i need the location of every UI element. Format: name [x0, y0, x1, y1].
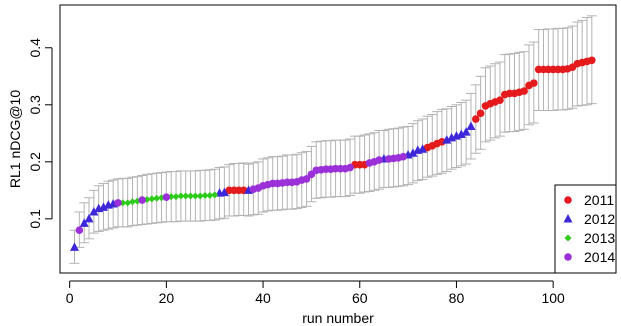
legend-label: 2013	[584, 230, 615, 246]
x-tick-label: 40	[255, 290, 271, 306]
legend-item-2013: 2013	[564, 230, 615, 246]
data-point-2012	[70, 242, 80, 251]
x-axis: 0 20 40 60 80 100	[66, 280, 565, 306]
x-tick-label: 20	[159, 290, 175, 306]
data-point-2014	[162, 193, 171, 201]
data-point-2014	[302, 175, 311, 183]
legend-label: 2014	[584, 249, 615, 265]
data-point-2013	[201, 191, 209, 199]
data-point-2013	[187, 192, 195, 200]
data-point-2011	[520, 87, 528, 95]
x-axis-label: run number	[302, 310, 374, 326]
y-tick-label: 0.2	[27, 152, 43, 172]
data-point-2011	[530, 79, 538, 87]
data-point-2013	[148, 195, 156, 203]
data-point-2013	[191, 192, 199, 200]
y-tick-label: 0.1	[27, 209, 43, 229]
legend-marker-2012	[563, 214, 573, 223]
data-point-2012	[442, 135, 452, 144]
legend: 2011 2012 2013 2014	[554, 184, 617, 274]
data-point-2012	[84, 213, 94, 223]
data-point-2011	[496, 96, 504, 105]
data-point-2014	[138, 196, 146, 204]
data-markers	[70, 56, 596, 251]
legend-marker-2014	[564, 253, 572, 261]
x-tick-label: 80	[449, 290, 465, 306]
y-tick-label: 0.3	[27, 95, 43, 115]
data-point-2012	[466, 121, 476, 130]
legend-label: 2012	[584, 211, 615, 227]
x-tick-label: 60	[352, 290, 368, 306]
data-point-2014	[114, 199, 122, 207]
data-point-2012	[456, 129, 466, 138]
legend-item-2012: 2012	[563, 211, 615, 227]
data-point-2013	[206, 191, 214, 199]
data-point-2012	[89, 206, 99, 216]
data-point-2013	[177, 192, 185, 200]
x-tick-label: 100	[541, 290, 565, 306]
data-point-2013	[182, 192, 190, 200]
data-point-2011	[588, 56, 596, 65]
data-point-2014	[399, 152, 408, 161]
data-point-2014	[75, 226, 84, 235]
data-point-2012	[461, 127, 471, 136]
legend-item-2014: 2014	[564, 249, 615, 265]
data-point-2012	[99, 202, 109, 211]
data-point-2013	[172, 193, 180, 201]
data-point-2013	[129, 198, 137, 206]
data-point-2013	[124, 199, 132, 207]
data-point-2012	[418, 144, 428, 153]
data-point-2013	[211, 191, 219, 199]
legend-marker-2011	[564, 196, 572, 204]
data-point-2011	[438, 138, 446, 146]
data-point-2012	[408, 148, 418, 157]
data-point-2014	[375, 156, 383, 164]
data-point-2013	[196, 192, 204, 200]
data-point-2012	[79, 218, 89, 227]
data-point-2013	[153, 194, 161, 202]
data-point-2011	[471, 115, 480, 123]
error-bars	[69, 15, 597, 264]
data-point-2011	[476, 109, 485, 118]
legend-item-2011: 2011	[564, 192, 614, 208]
y-axis-label: RL1 nDCG@10	[7, 90, 23, 188]
legend-label: 2011	[584, 192, 614, 208]
plot-frame	[59, 4, 617, 274]
y-axis: 0.1 0.2 0.3 0.4	[27, 38, 53, 229]
y-tick-label: 0.4	[27, 38, 43, 58]
legend-marker-2013	[564, 234, 572, 242]
x-tick-label: 0	[66, 290, 74, 306]
data-point-2014	[346, 163, 354, 172]
data-point-2012	[219, 187, 229, 197]
